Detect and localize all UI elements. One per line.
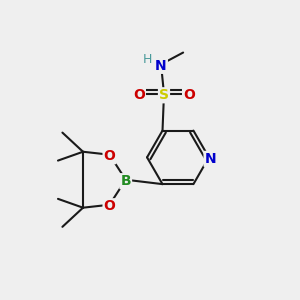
Text: O: O (183, 88, 195, 102)
Text: S: S (159, 88, 169, 102)
Text: O: O (103, 199, 116, 213)
Text: H: H (143, 53, 152, 66)
Text: O: O (133, 88, 145, 102)
Text: O: O (103, 149, 116, 163)
Text: N: N (155, 59, 167, 73)
Text: N: N (205, 152, 216, 166)
Text: B: B (120, 174, 131, 188)
